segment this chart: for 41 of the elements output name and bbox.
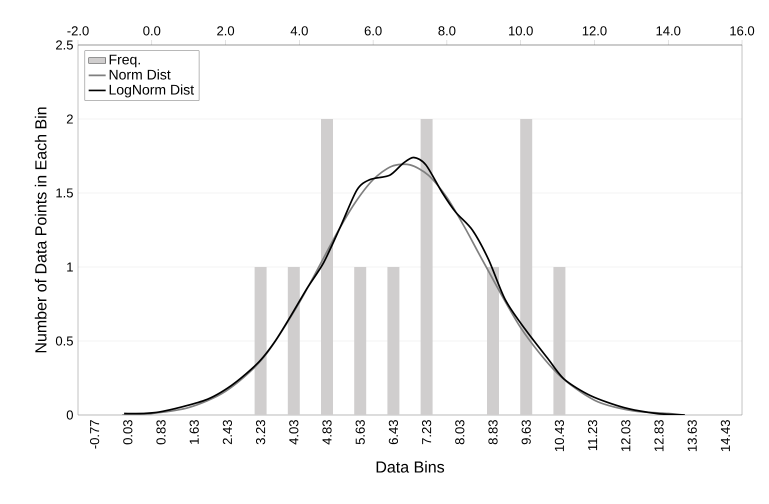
x-tick-label: 9.63 — [522, 420, 531, 444]
x-tick-label: 10.43 — [554, 420, 564, 452]
x-tick-label: 1.63 — [190, 420, 199, 444]
legend-label: Freq. — [110, 54, 140, 68]
x2-tick-label: 4.0 — [290, 26, 308, 36]
x2-tick-label: 8.0 — [438, 26, 456, 36]
x2-tick-label: -2.0 — [67, 26, 89, 36]
x-tick-label: 0.03 — [123, 420, 132, 444]
x2-tick-label: 12.0 — [582, 26, 607, 36]
x-tick-label: 7.23 — [422, 420, 432, 444]
x2-tick-label: 0.0 — [143, 26, 160, 36]
y-tick-label: 1 — [67, 262, 73, 272]
x-tick-label: -0.77 — [90, 420, 100, 449]
x-tick-label: 3.23 — [256, 420, 266, 444]
y-tick-label: 2.5 — [56, 40, 73, 50]
y-tick-label: 0 — [66, 410, 73, 420]
x-tick-label: 0.83 — [156, 420, 166, 444]
y-axis-title: Number of Data Points in Each Bin — [34, 107, 47, 352]
legend-label: Norm Dist — [110, 69, 171, 80]
y-tick-label: 1.5 — [56, 188, 73, 198]
x-tick-label: 8.03 — [455, 420, 464, 444]
x-tick-label: 2.43 — [222, 420, 232, 444]
x-tick-label: 5.63 — [356, 420, 365, 444]
x2-tick-label: 2.0 — [217, 26, 234, 36]
x-tick-label: 4.83 — [322, 420, 332, 445]
x-tick-label: 8.83 — [488, 420, 498, 444]
x2-tick-label: 14.0 — [656, 26, 680, 36]
x-tick-label: 12.03 — [621, 420, 630, 452]
x-tick-label: 13.63 — [688, 420, 697, 452]
x2-tick-label: 6.0 — [364, 26, 382, 36]
x-tick-label: 14.43 — [720, 420, 730, 452]
y-tick-label: 0.5 — [56, 336, 73, 346]
x-tick-label: 11.23 — [588, 420, 598, 450]
x-tick-label: 6.43 — [388, 420, 398, 444]
x-axis-title: Data Bins — [376, 460, 444, 473]
x-tick-label: 4.03 — [289, 420, 298, 445]
legend-label: LogNorm Dist — [110, 84, 194, 98]
x2-tick-label: 16.0 — [730, 26, 754, 36]
x2-tick-label: 10.0 — [509, 26, 533, 36]
y-tick-label: 2 — [66, 114, 73, 124]
x-tick-label: 12.83 — [654, 420, 664, 452]
